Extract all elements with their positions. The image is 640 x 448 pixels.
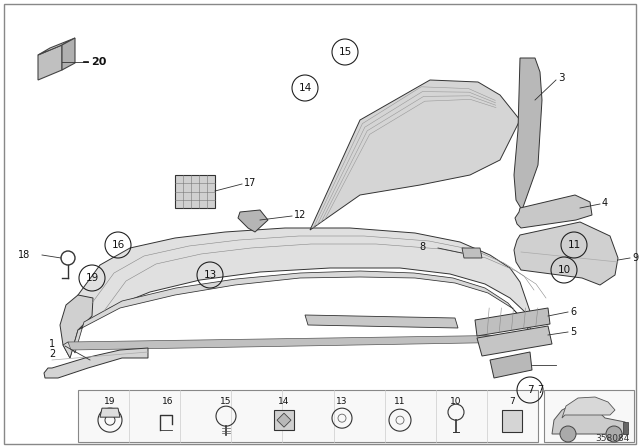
Polygon shape bbox=[490, 352, 532, 378]
Polygon shape bbox=[78, 228, 535, 330]
Polygon shape bbox=[514, 222, 618, 285]
Text: 11: 11 bbox=[394, 397, 406, 406]
Text: 16: 16 bbox=[163, 397, 173, 406]
Text: 10: 10 bbox=[557, 265, 571, 275]
Polygon shape bbox=[100, 408, 120, 417]
Polygon shape bbox=[277, 413, 291, 427]
Polygon shape bbox=[514, 58, 542, 210]
Circle shape bbox=[560, 426, 576, 442]
FancyBboxPatch shape bbox=[544, 390, 634, 442]
Text: 13: 13 bbox=[204, 270, 216, 280]
Text: 4: 4 bbox=[602, 198, 608, 208]
Text: 1: 1 bbox=[49, 339, 55, 349]
FancyBboxPatch shape bbox=[78, 390, 538, 442]
Text: 3: 3 bbox=[558, 73, 564, 83]
FancyBboxPatch shape bbox=[175, 175, 215, 208]
Polygon shape bbox=[62, 38, 75, 70]
FancyBboxPatch shape bbox=[4, 4, 636, 444]
Polygon shape bbox=[63, 271, 535, 358]
Polygon shape bbox=[515, 195, 592, 228]
Text: 2: 2 bbox=[49, 349, 55, 359]
Text: 10: 10 bbox=[451, 397, 461, 406]
Polygon shape bbox=[475, 308, 550, 336]
Text: 13: 13 bbox=[336, 397, 348, 406]
Polygon shape bbox=[38, 38, 75, 55]
FancyBboxPatch shape bbox=[274, 410, 294, 430]
Text: 7: 7 bbox=[527, 385, 533, 395]
Polygon shape bbox=[477, 326, 552, 356]
Text: 17: 17 bbox=[244, 178, 257, 188]
Polygon shape bbox=[462, 248, 482, 258]
Text: 16: 16 bbox=[111, 240, 125, 250]
Text: 14: 14 bbox=[298, 83, 312, 93]
Polygon shape bbox=[305, 315, 458, 328]
Polygon shape bbox=[562, 397, 615, 418]
Text: 15: 15 bbox=[339, 47, 351, 57]
Text: 5: 5 bbox=[570, 327, 576, 337]
Text: 19: 19 bbox=[85, 273, 99, 283]
FancyBboxPatch shape bbox=[502, 410, 522, 432]
Text: 9: 9 bbox=[632, 253, 638, 263]
Text: 20: 20 bbox=[91, 57, 106, 67]
Text: 6: 6 bbox=[570, 307, 576, 317]
Polygon shape bbox=[552, 404, 628, 434]
Text: 11: 11 bbox=[568, 240, 580, 250]
Text: 15: 15 bbox=[220, 397, 232, 406]
Polygon shape bbox=[623, 422, 628, 434]
Polygon shape bbox=[68, 335, 528, 350]
Text: 7: 7 bbox=[509, 397, 515, 406]
Text: 358084: 358084 bbox=[596, 434, 630, 443]
Text: 18: 18 bbox=[18, 250, 30, 260]
Text: 12: 12 bbox=[294, 210, 307, 220]
Polygon shape bbox=[44, 348, 148, 378]
Circle shape bbox=[606, 426, 622, 442]
Polygon shape bbox=[60, 295, 93, 358]
Text: 7: 7 bbox=[537, 385, 543, 395]
Text: 14: 14 bbox=[278, 397, 290, 406]
Text: 8: 8 bbox=[420, 242, 426, 252]
Polygon shape bbox=[238, 210, 268, 232]
Text: 19: 19 bbox=[104, 397, 116, 406]
Polygon shape bbox=[38, 45, 62, 80]
Polygon shape bbox=[310, 80, 520, 230]
